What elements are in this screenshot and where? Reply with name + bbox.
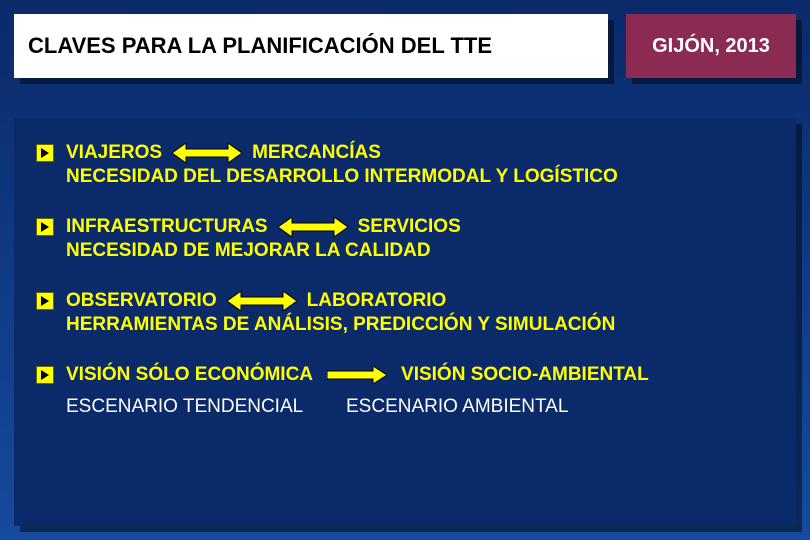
double-arrow-icon — [278, 217, 348, 237]
item-0-line1: VIAJEROS MERCANCÍAS — [36, 142, 774, 164]
slide-title: CLAVES PARA LA PLANIFICACIÓN DEL TTE — [28, 33, 492, 59]
badge-text: GIJÓN, 2013 — [652, 35, 770, 58]
item-2-line1: OBSERVATORIO LABORATORIO — [36, 290, 774, 312]
bullet-icon — [36, 292, 54, 310]
content-front: VIAJEROS MERCANCÍAS NECESIDAD DEL DESARR… — [14, 118, 796, 526]
item-0-left: VIAJEROS — [66, 142, 162, 164]
item-1-left: INFRAESTRUCTURAS — [66, 216, 268, 238]
item-1-line1: INFRAESTRUCTURAS SERVICIOS — [36, 216, 774, 238]
header-row: CLAVES PARA LA PLANIFICACIÓN DEL TTE GIJ… — [14, 14, 796, 78]
badge-front: GIJÓN, 2013 — [626, 14, 796, 78]
item-3-row2-left: ESCENARIO TENDENCIAL — [66, 396, 346, 418]
double-arrow-icon — [172, 143, 242, 163]
item-2-sub: HERRAMIENTAS DE ANÁLISIS, PREDICCIÓN Y S… — [36, 314, 774, 336]
item-0-sub: NECESIDAD DEL DESARROLLO INTERMODAL Y LO… — [36, 166, 774, 188]
title-box: CLAVES PARA LA PLANIFICACIÓN DEL TTE — [14, 14, 608, 78]
item-1: INFRAESTRUCTURAS SERVICIOS NECESIDAD DE … — [36, 216, 774, 262]
item-1-sub: NECESIDAD DE MEJORAR LA CALIDAD — [36, 240, 774, 262]
content-box: VIAJEROS MERCANCÍAS NECESIDAD DEL DESARR… — [14, 118, 796, 526]
item-3-right: VISIÓN SOCIO-AMBIENTAL — [401, 364, 649, 386]
item-0: VIAJEROS MERCANCÍAS NECESIDAD DEL DESARR… — [36, 142, 774, 188]
item-2-left: OBSERVATORIO — [66, 290, 217, 312]
item-3-row2: ESCENARIO TENDENCIAL ESCENARIO AMBIENTAL — [36, 396, 774, 418]
title-front: CLAVES PARA LA PLANIFICACIÓN DEL TTE — [14, 14, 608, 78]
item-0-right: MERCANCÍAS — [252, 142, 381, 164]
double-arrow-icon — [227, 291, 297, 311]
item-2-right: LABORATORIO — [307, 290, 447, 312]
item-3: VISIÓN SÓLO ECONÓMICA VISIÓN SOCIO-AMBIE… — [36, 364, 774, 418]
item-3-line1: VISIÓN SÓLO ECONÓMICA VISIÓN SOCIO-AMBIE… — [36, 364, 774, 386]
item-3-row2-right: ESCENARIO AMBIENTAL — [346, 396, 774, 418]
arrow-right-icon — [327, 366, 387, 384]
bullet-icon — [36, 218, 54, 236]
bullet-icon — [36, 366, 54, 384]
bullet-icon — [36, 144, 54, 162]
item-3-left: VISIÓN SÓLO ECONÓMICA — [66, 364, 313, 386]
item-2: OBSERVATORIO LABORATORIO HERRAMIENTAS DE… — [36, 290, 774, 336]
slide: CLAVES PARA LA PLANIFICACIÓN DEL TTE GIJ… — [0, 0, 810, 540]
item-1-right: SERVICIOS — [358, 216, 461, 238]
badge-box: GIJÓN, 2013 — [626, 14, 796, 78]
